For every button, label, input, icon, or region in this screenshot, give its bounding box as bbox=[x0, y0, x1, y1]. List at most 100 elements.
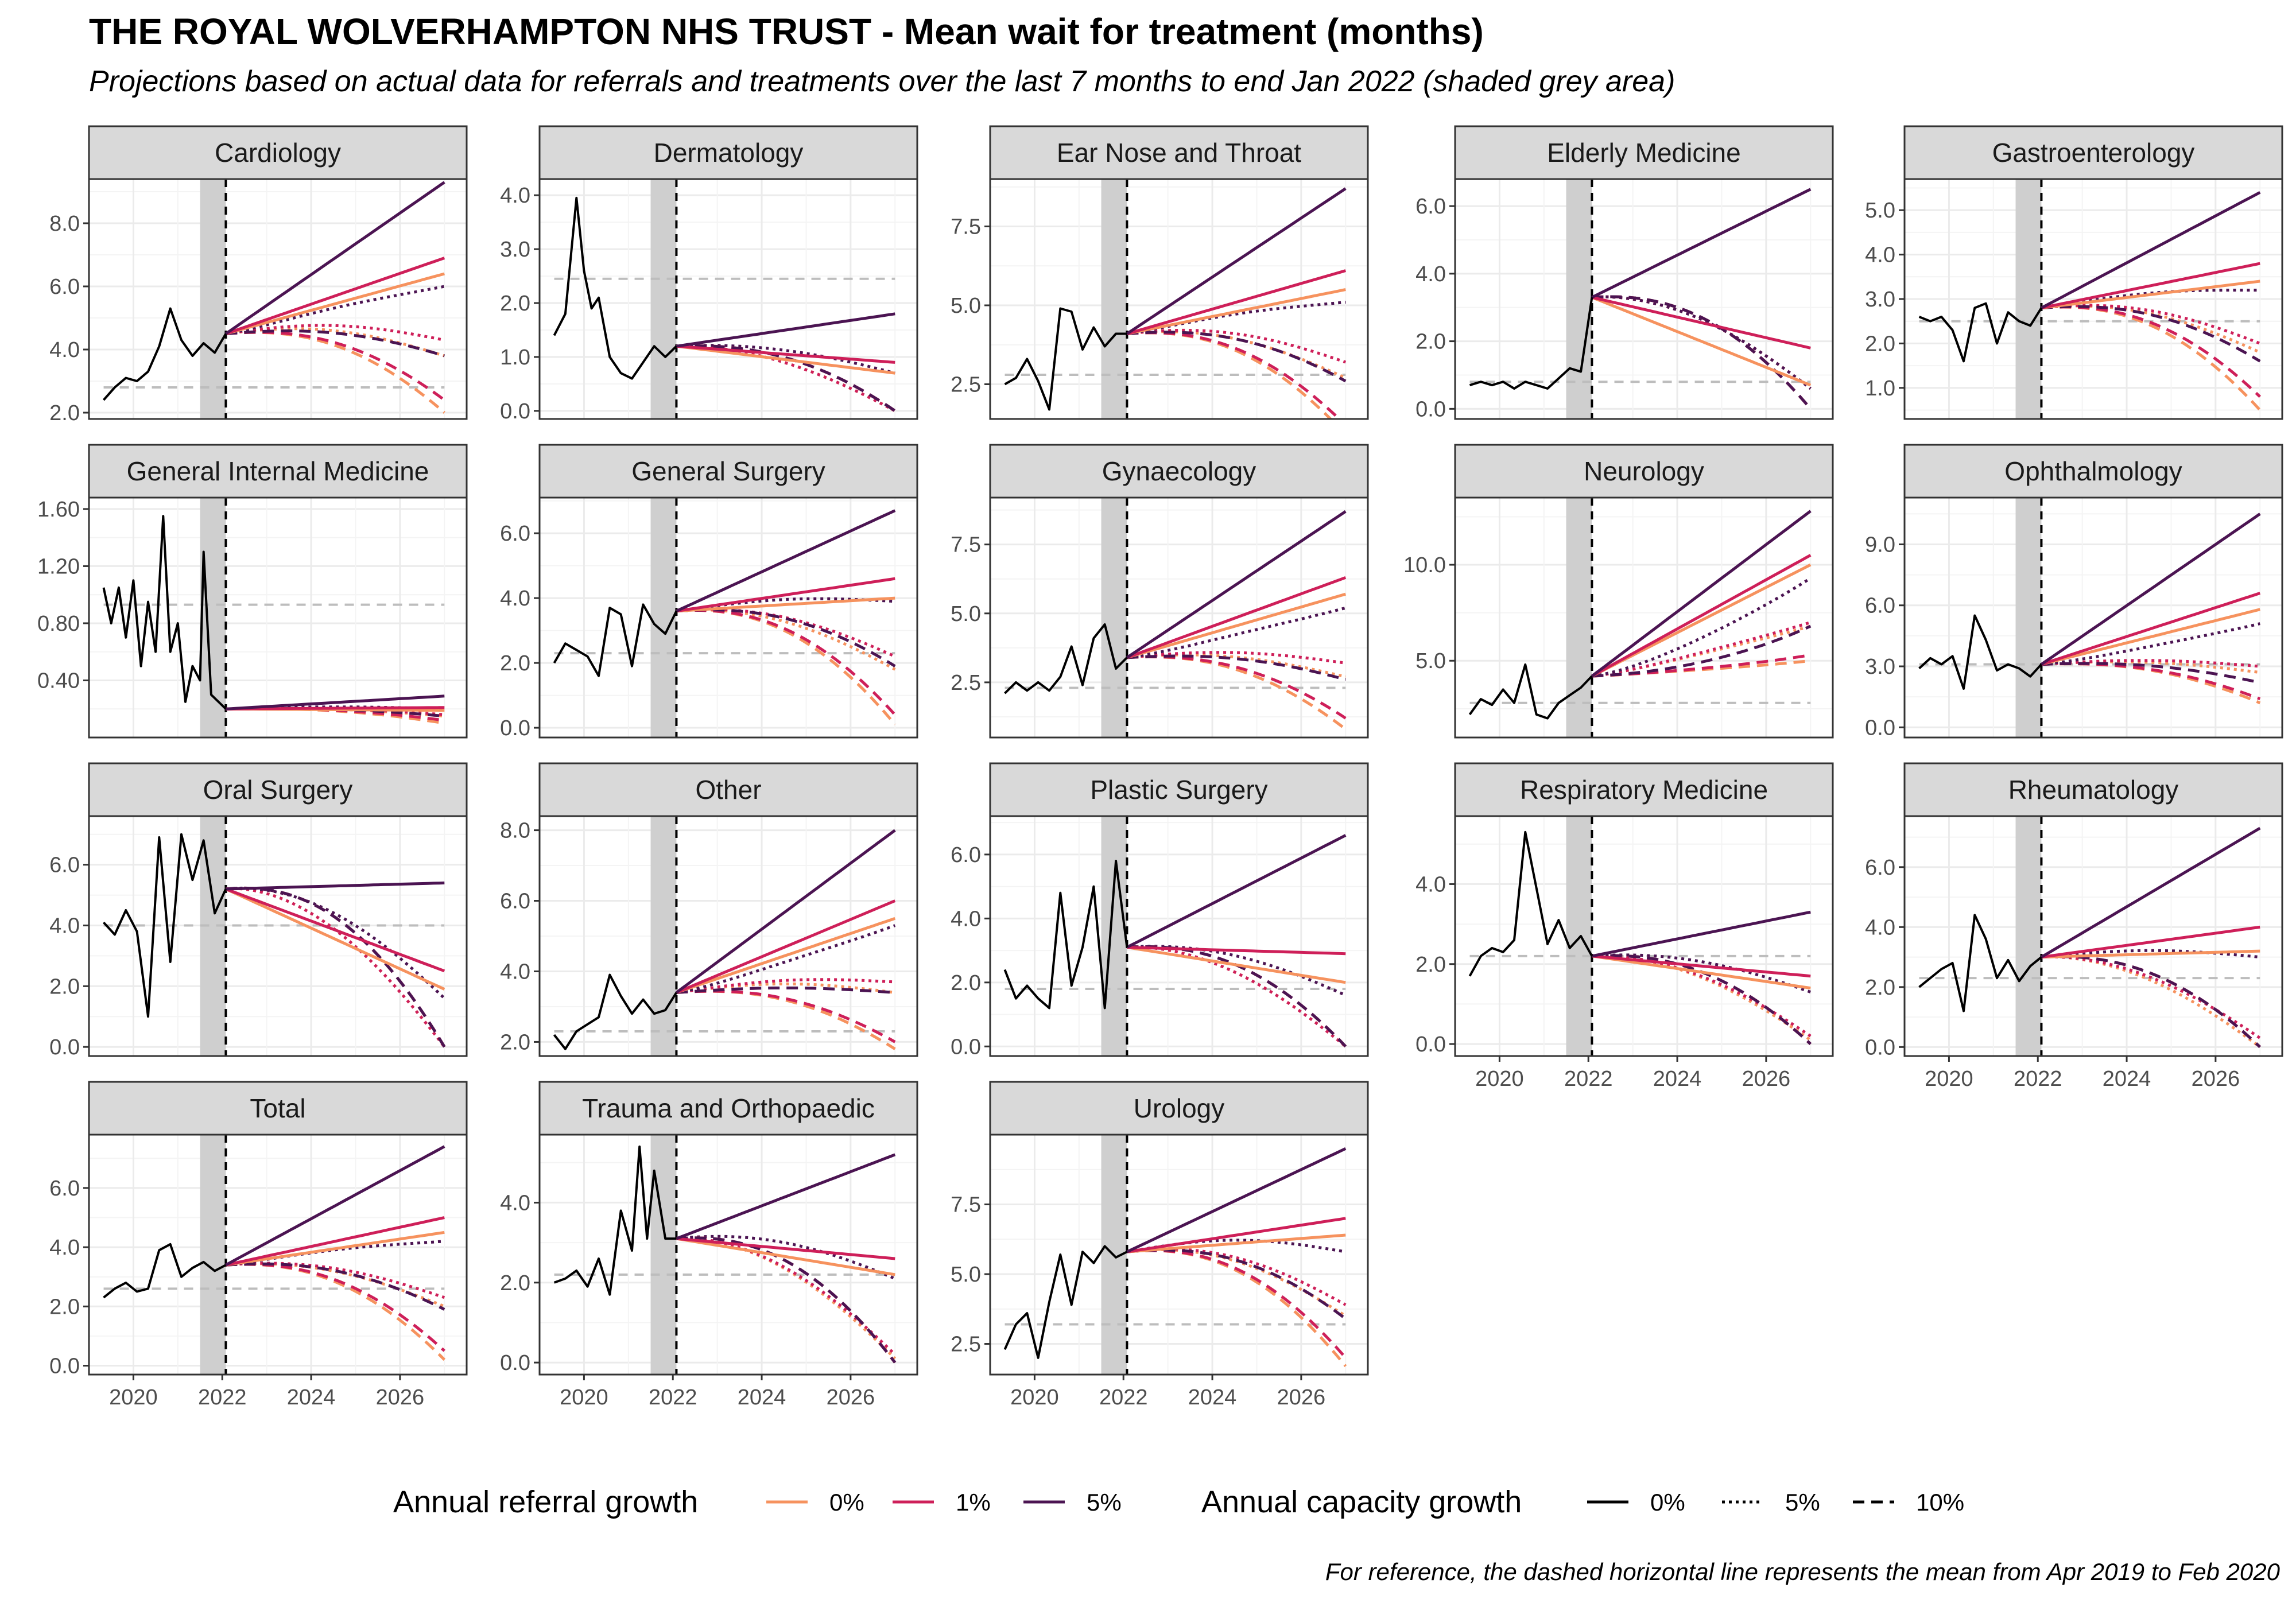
shaded-period bbox=[650, 816, 677, 1056]
facet-panel: Ear Nose and Throat 2.5 5.0 7.5 bbox=[951, 125, 1369, 420]
projection-line bbox=[2041, 622, 2260, 666]
facet-strip-label: Other bbox=[695, 775, 761, 805]
facet-strip-label: Plastic Surgery bbox=[1090, 775, 1267, 805]
facet-strip-label: Trauma and Orthopaedic bbox=[582, 1093, 875, 1123]
facet-strip-label: Ear Nose and Throat bbox=[1057, 138, 1301, 168]
panel-border bbox=[88, 178, 468, 420]
projection-line bbox=[1126, 576, 1347, 659]
projection-line bbox=[226, 1263, 445, 1352]
y-tick-label: 5.0 bbox=[1415, 649, 1446, 673]
y-tick-label: 4.0 bbox=[1865, 915, 1895, 940]
shaded-period bbox=[200, 498, 226, 737]
projection-line bbox=[676, 899, 896, 994]
series-group bbox=[553, 509, 897, 726]
chart-caption: For reference, the dashed horizontal lin… bbox=[1325, 1558, 2280, 1585]
projection-line bbox=[1127, 1217, 1346, 1253]
projection-line bbox=[676, 344, 895, 364]
plot-background bbox=[990, 1135, 1368, 1375]
facet-strip-label: Urology bbox=[1134, 1093, 1225, 1123]
projection-line bbox=[1127, 331, 1341, 419]
y-tick-label: 3.0 bbox=[1865, 288, 1895, 312]
series-group bbox=[553, 829, 896, 1050]
projection-line bbox=[1592, 295, 1812, 390]
facet-strip bbox=[538, 444, 918, 499]
projection-line bbox=[676, 989, 896, 1050]
y-tick-label: 2.5 bbox=[951, 373, 981, 397]
projection-line bbox=[1126, 510, 1347, 659]
panel-border bbox=[1903, 815, 2283, 1057]
y-tick-label: 8.0 bbox=[49, 212, 80, 236]
actual-series-line bbox=[1918, 302, 2043, 363]
plot-background bbox=[1455, 498, 1833, 737]
projection-line bbox=[1591, 910, 1811, 958]
series-group bbox=[1468, 510, 1812, 720]
facet-strip-label: Elderly Medicine bbox=[1547, 138, 1740, 168]
plot-background bbox=[1905, 498, 2282, 737]
plot-background bbox=[1455, 179, 1833, 419]
legend-referral-label: 5% bbox=[1087, 1489, 1122, 1516]
projection-line bbox=[1126, 187, 1347, 335]
projection-line bbox=[1127, 331, 1347, 383]
facet-panel: Trauma and Orthopaedic 0.0 2.0 4.0 2020 2022 2… bbox=[500, 1081, 918, 1410]
panel-border bbox=[989, 496, 1369, 739]
projection-line bbox=[1592, 953, 1812, 993]
y-tick-label: 9.0 bbox=[1865, 533, 1895, 557]
projection-line bbox=[226, 886, 446, 1048]
y-tick-label: 4.0 bbox=[1865, 243, 1895, 267]
chart-title: THE ROYAL WOLVERHAMPTON NHS TRUST - Mean… bbox=[89, 11, 1484, 52]
projection-line bbox=[676, 596, 895, 613]
y-tick-label: 6.0 bbox=[500, 522, 530, 546]
shaded-period bbox=[1566, 498, 1592, 737]
shaded-period bbox=[1101, 179, 1127, 419]
y-tick-label: 0.0 bbox=[1415, 397, 1446, 421]
y-tick-label: 2.5 bbox=[951, 671, 981, 695]
y-tick-label: 0.0 bbox=[1865, 716, 1895, 740]
projection-line bbox=[226, 1231, 445, 1267]
facet-strip-label: Oral Surgery bbox=[203, 775, 353, 805]
projection-line bbox=[226, 1262, 445, 1311]
projection-line bbox=[1592, 621, 1812, 678]
projection-line bbox=[675, 829, 896, 994]
facet-panel: Dermatology 0.0 1.0 2.0 3.0 4.0 bbox=[500, 125, 918, 424]
actual-series-line bbox=[103, 1243, 227, 1299]
shaded-period bbox=[1101, 498, 1127, 737]
projection-line bbox=[1591, 554, 1812, 678]
facet-strip-label: Respiratory Medicine bbox=[1520, 775, 1768, 805]
actual-series-line bbox=[1003, 1245, 1128, 1359]
shaded-period bbox=[2015, 179, 2042, 419]
y-tick-label: 0.0 bbox=[49, 1354, 80, 1379]
y-tick-label: 10.0 bbox=[1403, 553, 1446, 577]
y-tick-label: 4.0 bbox=[500, 960, 530, 984]
y-tick-label: 0.0 bbox=[1865, 1035, 1895, 1059]
facet-panel: Other 2.0 4.0 6.0 8.0 bbox=[500, 762, 918, 1057]
projection-line bbox=[1592, 954, 1811, 978]
shaded-period bbox=[200, 1135, 226, 1375]
projection-line bbox=[2041, 949, 2260, 959]
projection-line bbox=[2040, 513, 2261, 666]
projection-line bbox=[225, 1216, 445, 1267]
projection-line bbox=[676, 978, 895, 994]
shaded-period bbox=[2015, 816, 2042, 1056]
series-group bbox=[1469, 188, 1812, 410]
projection-line bbox=[676, 344, 896, 412]
projection-line bbox=[1591, 510, 1812, 677]
actual-series-line bbox=[1004, 623, 1128, 694]
x-tick-label: 2020 bbox=[1925, 1067, 1973, 1091]
x-tick-label: 2024 bbox=[2103, 1067, 2151, 1091]
y-tick-label: 2.0 bbox=[500, 651, 530, 676]
facet-strip bbox=[538, 762, 918, 817]
facet-panel: Ophthalmology 0.0 3.0 6.0 9.0 bbox=[1865, 444, 2283, 740]
facet-panel: Cardiology 2.0 4.0 6.0 8.0 bbox=[49, 125, 468, 425]
x-tick-label: 2022 bbox=[198, 1385, 247, 1410]
panel-border bbox=[989, 815, 1369, 1057]
x-tick-label: 2022 bbox=[1564, 1067, 1613, 1091]
y-tick-label: 3.0 bbox=[1865, 655, 1895, 679]
facet-strip bbox=[538, 1081, 918, 1136]
y-tick-label: 8.0 bbox=[500, 819, 530, 843]
legend-capacity-label: 0% bbox=[1650, 1489, 1685, 1516]
projection-line bbox=[2041, 305, 2262, 412]
shaded-period bbox=[2015, 498, 2042, 737]
y-tick-label: 0.0 bbox=[1415, 1032, 1446, 1057]
projection-line bbox=[2041, 955, 2261, 1039]
panel-border bbox=[538, 496, 918, 739]
